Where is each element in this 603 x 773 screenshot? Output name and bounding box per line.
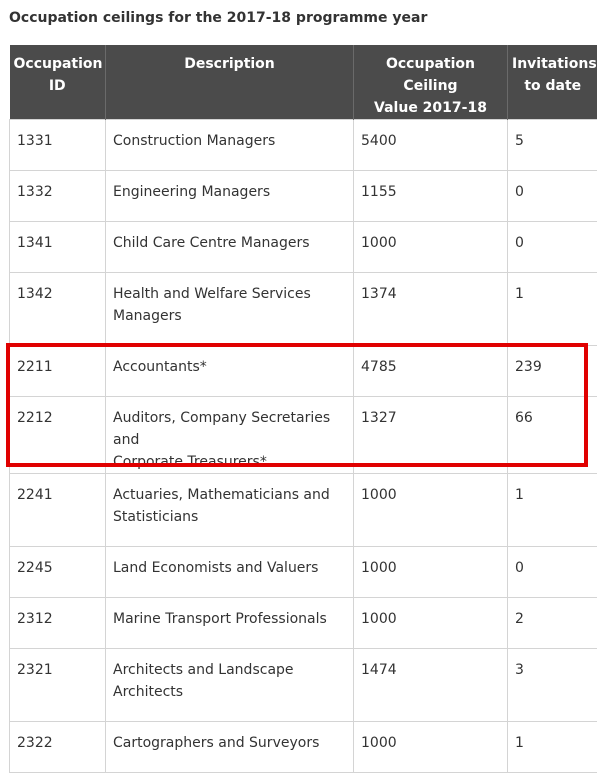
table-row: 1332 Engineering Managers 1155 0 [9,170,597,222]
cell-ceiling-value: 1327 [353,396,508,474]
cell-occupation-id: 1332 [9,170,106,222]
table-row: 2322 Cartographers and Surveyors 1000 1 [9,721,597,773]
cell-description: Engineering Managers [105,170,354,222]
table-row: 2245 Land Economists and Valuers 1000 0 [9,546,597,598]
cell-description: Child Care Centre Managers [105,221,354,273]
cell-description: Auditors, Company Secretaries and Corpora… [105,396,354,474]
occupation-ceilings-table: Occupation ID Description Occupation Ceil… [9,45,597,773]
cell-description: Architects and Landscape Architects [105,648,354,722]
cell-invitations: 66 [507,396,597,474]
cell-ceiling-value: 5400 [353,119,508,171]
table-row: 2321 Architects and Landscape Architects … [9,648,597,722]
cell-invitations: 2 [507,597,597,649]
cell-ceiling-value: 1000 [353,546,508,598]
cell-description: Land Economists and Valuers [105,546,354,598]
cell-invitations: 1 [507,272,597,346]
cell-invitations: 0 [507,221,597,273]
cell-ceiling-value: 1000 [353,473,508,547]
header-description: Description [105,45,354,120]
cell-ceiling-value: 1000 [353,721,508,773]
cell-occupation-id: 2245 [9,546,106,598]
cell-invitations: 0 [507,170,597,222]
cell-invitations: 5 [507,119,597,171]
cell-description: Cartographers and Surveyors [105,721,354,773]
table-row: 2241 Actuaries, Mathematicians and Statis… [9,473,597,547]
header-ceiling-value: Occupation Ceiling Value 2017-18 [353,45,508,120]
cell-occupation-id: 1342 [9,272,106,346]
table-row: 2312 Marine Transport Professionals 1000… [9,597,597,649]
cell-invitations: 239 [507,345,597,397]
cell-ceiling-value: 4785 [353,345,508,397]
cell-invitations: 0 [507,546,597,598]
cell-description: Construction Managers [105,119,354,171]
cell-description: Actuaries, Mathematicians and Statisticia… [105,473,354,547]
cell-occupation-id: 2312 [9,597,106,649]
table-row: 1342 Health and Welfare Services Managers… [9,272,597,346]
cell-occupation-id: 2322 [9,721,106,773]
table-row: 1331 Construction Managers 5400 5 [9,119,597,171]
table-header-row: Occupation ID Description Occupation Ceil… [9,45,597,120]
table-row: 1341 Child Care Centre Managers 1000 0 [9,221,597,273]
header-occupation-id: Occupation ID [9,45,106,120]
cell-occupation-id: 2321 [9,648,106,722]
cell-occupation-id: 2211 [9,345,106,397]
cell-ceiling-value: 1374 [353,272,508,346]
cell-ceiling-value: 1000 [353,597,508,649]
cell-occupation-id: 2241 [9,473,106,547]
cell-invitations: 3 [507,648,597,722]
cell-description: Health and Welfare Services Managers [105,272,354,346]
cell-ceiling-value: 1155 [353,170,508,222]
header-invitations: Invitations to date [507,45,597,120]
cell-occupation-id: 1341 [9,221,106,273]
cell-occupation-id: 1331 [9,119,106,171]
cell-description: Accountants* [105,345,354,397]
cell-ceiling-value: 1000 [353,221,508,273]
table-row: 2211 Accountants* 4785 239 [9,345,597,397]
cell-invitations: 1 [507,473,597,547]
cell-invitations: 1 [507,721,597,773]
cell-ceiling-value: 1474 [353,648,508,722]
cell-description: Marine Transport Professionals [105,597,354,649]
table-caption: Occupation ceilings for the 2017-18 prog… [9,10,428,26]
table-row: 2212 Auditors, Company Secretaries and Co… [9,396,597,474]
cell-occupation-id: 2212 [9,396,106,474]
